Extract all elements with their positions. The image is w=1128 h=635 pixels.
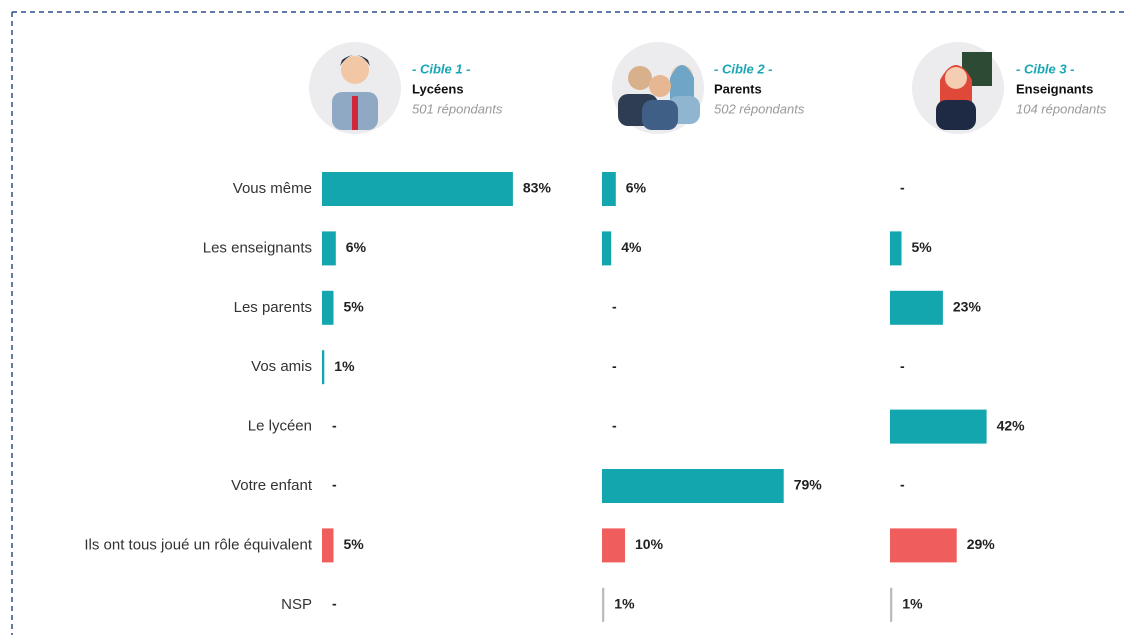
value-label: 6% xyxy=(626,180,647,196)
value-label: - xyxy=(612,299,617,315)
bar xyxy=(322,291,334,325)
legend-entry: Lycéens xyxy=(412,81,464,96)
value-label: 23% xyxy=(953,299,982,315)
value-label: - xyxy=(900,477,905,493)
value-label: 1% xyxy=(902,596,923,612)
bar xyxy=(322,231,336,265)
avatar-enseignants xyxy=(912,42,1004,134)
value-label: - xyxy=(332,477,337,493)
value-label: 6% xyxy=(346,239,367,255)
bar xyxy=(890,410,987,444)
bar xyxy=(322,172,513,206)
value-label: 5% xyxy=(344,299,365,315)
bar xyxy=(602,231,611,265)
value-label: - xyxy=(332,596,337,612)
category-label: Vous même xyxy=(233,180,312,197)
value-label: - xyxy=(612,358,617,374)
value-label: 42% xyxy=(997,417,1026,433)
series-label: - Cible 3 - xyxy=(1016,61,1075,76)
bar xyxy=(890,528,957,562)
value-label: 83% xyxy=(523,180,552,196)
bar xyxy=(890,231,902,265)
category-label: Ils ont tous joué un rôle équivalent xyxy=(84,536,312,553)
value-label: - xyxy=(332,417,337,433)
category-label: Les parents xyxy=(234,299,312,316)
value-label: - xyxy=(612,417,617,433)
value-label: 4% xyxy=(621,239,642,255)
bar xyxy=(890,588,892,622)
value-label: 1% xyxy=(334,358,355,374)
avatar-lyceens xyxy=(309,42,401,134)
bar xyxy=(322,350,324,384)
value-label: - xyxy=(900,180,905,196)
chart: Vous même Les enseignants Les parents Vos a… xyxy=(0,0,1128,635)
respondents: 502 répondants xyxy=(714,101,805,116)
bar xyxy=(602,172,616,206)
value-label: - xyxy=(900,358,905,374)
bar xyxy=(602,469,784,503)
category-label: NSP xyxy=(281,596,312,613)
value-label: 5% xyxy=(912,239,933,255)
legend-entry: Enseignants xyxy=(1016,81,1093,96)
value-label: 10% xyxy=(635,536,664,552)
avatar-parents xyxy=(612,42,704,134)
bar xyxy=(322,528,334,562)
category-label: Votre enfant xyxy=(231,477,313,494)
respondents: 104 répondants xyxy=(1016,101,1107,116)
value-label: 5% xyxy=(344,536,365,552)
bar xyxy=(890,291,943,325)
category-label: Les enseignants xyxy=(203,239,312,256)
respondents: 501 répondants xyxy=(412,101,503,116)
series-label: - Cible 1 - xyxy=(412,61,471,76)
value-label: 79% xyxy=(794,477,823,493)
legend-entry: Parents xyxy=(714,81,762,96)
category-label: Vos amis xyxy=(251,358,312,375)
series-label: - Cible 2 - xyxy=(714,61,773,76)
value-label: 1% xyxy=(614,596,635,612)
category-label: Le lycéen xyxy=(248,418,312,435)
value-label: 29% xyxy=(967,536,996,552)
bar xyxy=(602,588,604,622)
bar xyxy=(602,528,625,562)
